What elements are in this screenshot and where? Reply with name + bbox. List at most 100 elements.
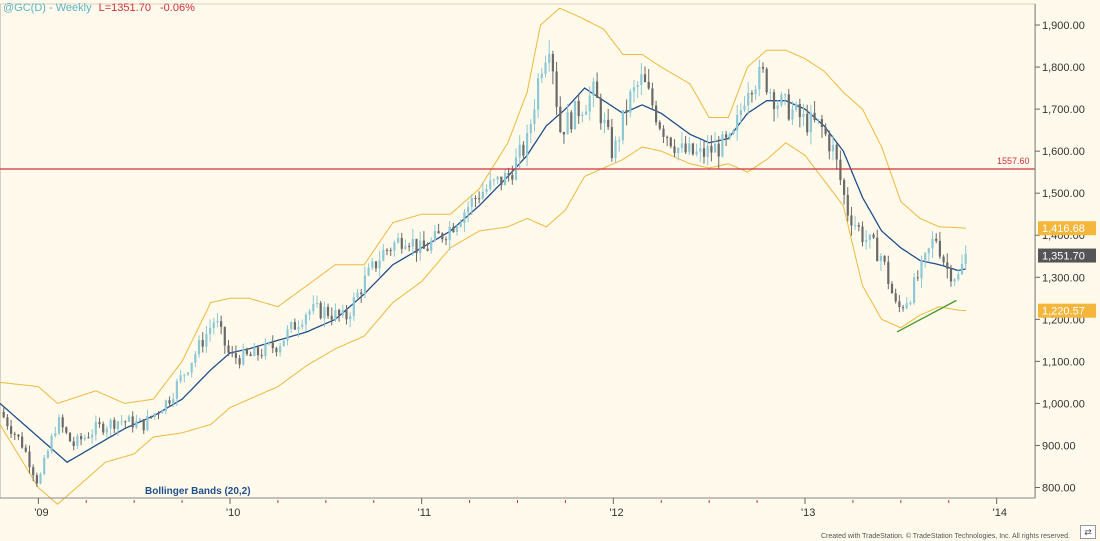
up-candle [194, 354, 197, 363]
time-tick-label: '10 [226, 507, 240, 519]
up-candle [566, 112, 569, 135]
up-candle [485, 189, 488, 192]
upper-band-tag-bg [1038, 221, 1096, 236]
down-candle [942, 256, 945, 263]
down-candle [345, 310, 348, 320]
down-candle [389, 250, 392, 252]
down-candle [946, 262, 949, 269]
down-candle [220, 321, 223, 327]
down-candle [551, 54, 554, 72]
down-candle [168, 400, 171, 404]
up-candle [585, 111, 588, 115]
up-candle [279, 346, 282, 353]
up-candle [581, 114, 584, 117]
up-candle [43, 457, 46, 474]
down-candle [474, 198, 477, 200]
up-candle [795, 104, 798, 110]
up-candle [448, 226, 451, 240]
up-candle [809, 112, 812, 133]
up-candle [286, 329, 289, 341]
up-candle [161, 411, 164, 414]
up-candle [175, 381, 178, 399]
price-tick-label: 1,800.00 [1042, 62, 1085, 74]
scroll-right-icon[interactable]: ⇄ [1080, 525, 1096, 539]
up-candle [680, 143, 683, 148]
up-candle [913, 277, 916, 303]
down-candle [441, 233, 444, 240]
down-candle [13, 433, 16, 435]
down-candle [437, 231, 440, 234]
down-candle [201, 340, 204, 347]
up-candle [419, 240, 422, 254]
down-candle [2, 411, 5, 418]
down-candle [647, 82, 650, 89]
down-candle [249, 354, 252, 357]
up-candle [83, 437, 86, 440]
up-candle [315, 302, 319, 304]
down-candle [894, 293, 897, 302]
up-candle [802, 114, 805, 118]
up-candle [411, 238, 414, 247]
up-candle [116, 421, 119, 429]
up-candle [301, 324, 304, 327]
price-axis: 800.00900.001,000.001,100.001,200.001,30… [1034, 4, 1096, 498]
up-candle [172, 398, 175, 404]
resistance-label: 1557.60 [997, 156, 1030, 166]
up-candle [146, 416, 149, 431]
up-candle [621, 110, 624, 141]
down-candle [28, 451, 31, 468]
up-candle [304, 314, 307, 325]
up-candle [817, 119, 820, 121]
price-tick-label: 1,100.00 [1042, 356, 1085, 368]
down-candle [17, 434, 20, 437]
up-candle [135, 420, 138, 428]
down-candle [21, 436, 24, 448]
down-candle [949, 268, 953, 282]
up-candle [334, 309, 337, 320]
down-candle [876, 237, 879, 262]
up-candle [463, 212, 466, 223]
up-candle [688, 143, 691, 153]
down-candle [142, 419, 145, 431]
up-candle [109, 419, 112, 429]
up-candle [212, 322, 215, 329]
down-candle [691, 143, 694, 155]
up-candle [776, 105, 779, 110]
down-candle [452, 226, 455, 232]
down-candle [245, 349, 248, 355]
down-candle [765, 68, 768, 93]
down-candle [113, 419, 116, 429]
down-candle [787, 94, 790, 120]
up-candle [769, 92, 772, 94]
up-candle [46, 451, 49, 458]
up-candle [190, 362, 193, 373]
down-candle [150, 416, 153, 417]
up-candle [164, 400, 167, 412]
last-price: L=1351.70 [98, 2, 151, 14]
down-candle [319, 302, 322, 319]
up-candle [323, 306, 326, 319]
price-candles [2, 40, 967, 487]
up-candle [518, 144, 521, 158]
up-candle [216, 321, 219, 323]
up-candle [909, 302, 912, 304]
up-candle [905, 303, 908, 309]
up-candle [492, 179, 495, 181]
up-candle [341, 310, 344, 316]
up-candle [640, 74, 643, 85]
down-candle [360, 292, 363, 294]
down-candle [761, 66, 765, 69]
down-candle [772, 92, 776, 110]
time-tick-label: '11 [418, 507, 432, 519]
down-candle [72, 441, 75, 446]
last-price-tag-bg [1038, 248, 1096, 263]
up-candle [957, 274, 960, 280]
price-tick-label: 1,900.00 [1042, 20, 1085, 32]
down-candle [330, 315, 333, 320]
up-candle [153, 413, 156, 417]
time-tick-label: '09 [34, 507, 48, 519]
down-candle [422, 240, 425, 249]
price-tick-label: 1,300.00 [1042, 272, 1085, 284]
up-candle [529, 124, 532, 134]
